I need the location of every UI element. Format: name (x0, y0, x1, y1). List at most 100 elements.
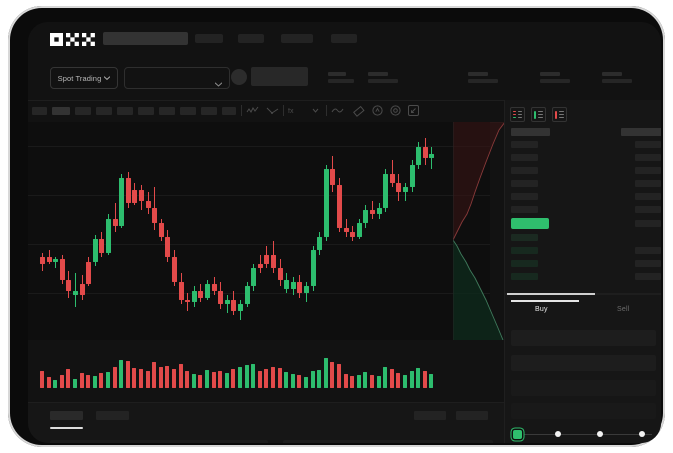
volume-bar (231, 369, 236, 388)
orderbook-bid-row[interactable] (511, 260, 538, 267)
trend-line-icon[interactable] (266, 104, 279, 117)
orderbook-bid-row[interactable] (511, 247, 538, 254)
orderbook-and-form: Buy Sell (504, 100, 661, 443)
buy-tab-active-indicator (511, 300, 579, 302)
depth-area-icon (453, 122, 505, 340)
volume-bar (416, 368, 421, 388)
candlestick-chart[interactable] (28, 122, 490, 340)
depth-chart-overlay (453, 122, 505, 340)
orderbook-mode-both-icon[interactable] (510, 107, 525, 122)
timeframe-button-9[interactable] (201, 107, 217, 115)
orderbook-scrollbar[interactable] (505, 293, 661, 295)
eraser-icon[interactable] (352, 104, 365, 117)
volume-bar (356, 374, 361, 388)
market-type-selector[interactable]: Spot Trading (50, 67, 118, 89)
volume-bar (337, 364, 341, 388)
bottom-panel-right[interactable] (283, 440, 493, 443)
orderbook-ask-row[interactable] (511, 167, 538, 174)
volume-bar (211, 372, 216, 388)
settings-icon[interactable] (389, 104, 402, 117)
order-form-tabs: Buy Sell (505, 300, 661, 322)
timeframe-button-4[interactable] (96, 107, 112, 115)
timeframe-button-10[interactable] (222, 107, 236, 115)
top-header (28, 22, 661, 53)
slider-stop-50[interactable] (597, 431, 603, 437)
orderbook-display-modes (510, 107, 567, 122)
volume-bar (86, 375, 91, 388)
chevron-down-icon (214, 74, 223, 92)
volume-bar (132, 368, 137, 388)
timeframe-button-8[interactable] (180, 107, 196, 115)
bottom-panel (28, 402, 504, 443)
orderbook-ask-row[interactable] (511, 141, 538, 148)
volume-bar (330, 361, 335, 388)
order-total-field[interactable] (511, 380, 656, 396)
timeframe-button-1[interactable] (32, 107, 47, 115)
orderbook-mode-asks-icon[interactable] (552, 107, 567, 122)
volume-bar (251, 363, 256, 388)
orderbook-col-header-amount (621, 128, 661, 136)
orderbook-ask-row[interactable] (511, 206, 538, 213)
orderbook-last-amount (635, 220, 661, 227)
orderbook-mode-bids-icon[interactable] (531, 107, 546, 122)
nav-item-2[interactable] (238, 34, 264, 43)
bottom-action-1[interactable] (414, 411, 446, 420)
fullscreen-icon[interactable] (407, 104, 420, 117)
volume-bar (92, 376, 97, 388)
order-amount-field[interactable] (511, 355, 656, 371)
bottom-tab-2[interactable] (96, 411, 129, 420)
volume-bar (422, 371, 427, 388)
volume-bar (218, 370, 223, 388)
bottom-tab-1[interactable] (50, 411, 83, 420)
alert-icon[interactable] (371, 104, 384, 117)
fx-icon[interactable]: fx (287, 104, 300, 117)
line-chart-icon[interactable] (331, 104, 344, 117)
order-price-field[interactable] (511, 330, 656, 346)
volume-bar (178, 364, 183, 388)
search-input[interactable] (103, 32, 188, 45)
nav-item-3[interactable] (281, 34, 313, 43)
orderbook-bid-row[interactable] (511, 234, 538, 241)
timeframe-button-3[interactable] (75, 107, 91, 115)
orderbook-ask-row[interactable] (511, 180, 538, 187)
bottom-action-2[interactable] (456, 411, 488, 420)
orderbook-ask-row[interactable] (511, 193, 538, 200)
slider-stop-25[interactable] (555, 431, 561, 437)
timeframe-button-2[interactable] (52, 107, 70, 115)
market-subheader: Spot Trading (28, 53, 661, 101)
indicators-icon[interactable] (246, 104, 259, 117)
bottom-tab-active-underline (50, 427, 83, 429)
bottom-panel-left[interactable] (50, 440, 268, 443)
orderbook-bid-row[interactable] (511, 273, 538, 280)
tab-buy[interactable]: Buy (535, 306, 548, 313)
nav-item-4[interactable] (331, 34, 357, 43)
orderbook-ask-amount (635, 154, 661, 161)
timeframe-button-6[interactable] (138, 107, 154, 115)
slider-stop-75[interactable] (639, 431, 645, 437)
order-amount-slider[interactable] (513, 429, 655, 439)
volume-bar (191, 373, 196, 388)
volume-bar (53, 380, 58, 388)
volume-bar (389, 369, 394, 388)
volume-bar (350, 376, 355, 388)
okx-logo[interactable] (50, 33, 96, 46)
volume-bar (383, 367, 388, 388)
timeframe-button-5[interactable] (117, 107, 133, 115)
volume-bar (145, 370, 150, 388)
volume-bar (119, 359, 124, 388)
orderbook-ask-amount (635, 180, 661, 187)
volume-bar (205, 369, 209, 388)
slider-track (516, 433, 652, 435)
timeframe-button-7[interactable] (159, 107, 175, 115)
nav-item-1[interactable] (195, 34, 223, 43)
volume-bar (172, 369, 176, 388)
tab-sell[interactable]: Sell (617, 306, 630, 313)
chevron-down-icon[interactable] (309, 104, 322, 117)
orderbook-ask-row[interactable] (511, 154, 538, 161)
pair-selector[interactable] (124, 67, 230, 89)
slider-handle[interactable] (513, 430, 522, 439)
orderbook-last-price (511, 218, 549, 229)
okx-logo-icon (50, 33, 95, 46)
volume-bar (370, 375, 374, 388)
